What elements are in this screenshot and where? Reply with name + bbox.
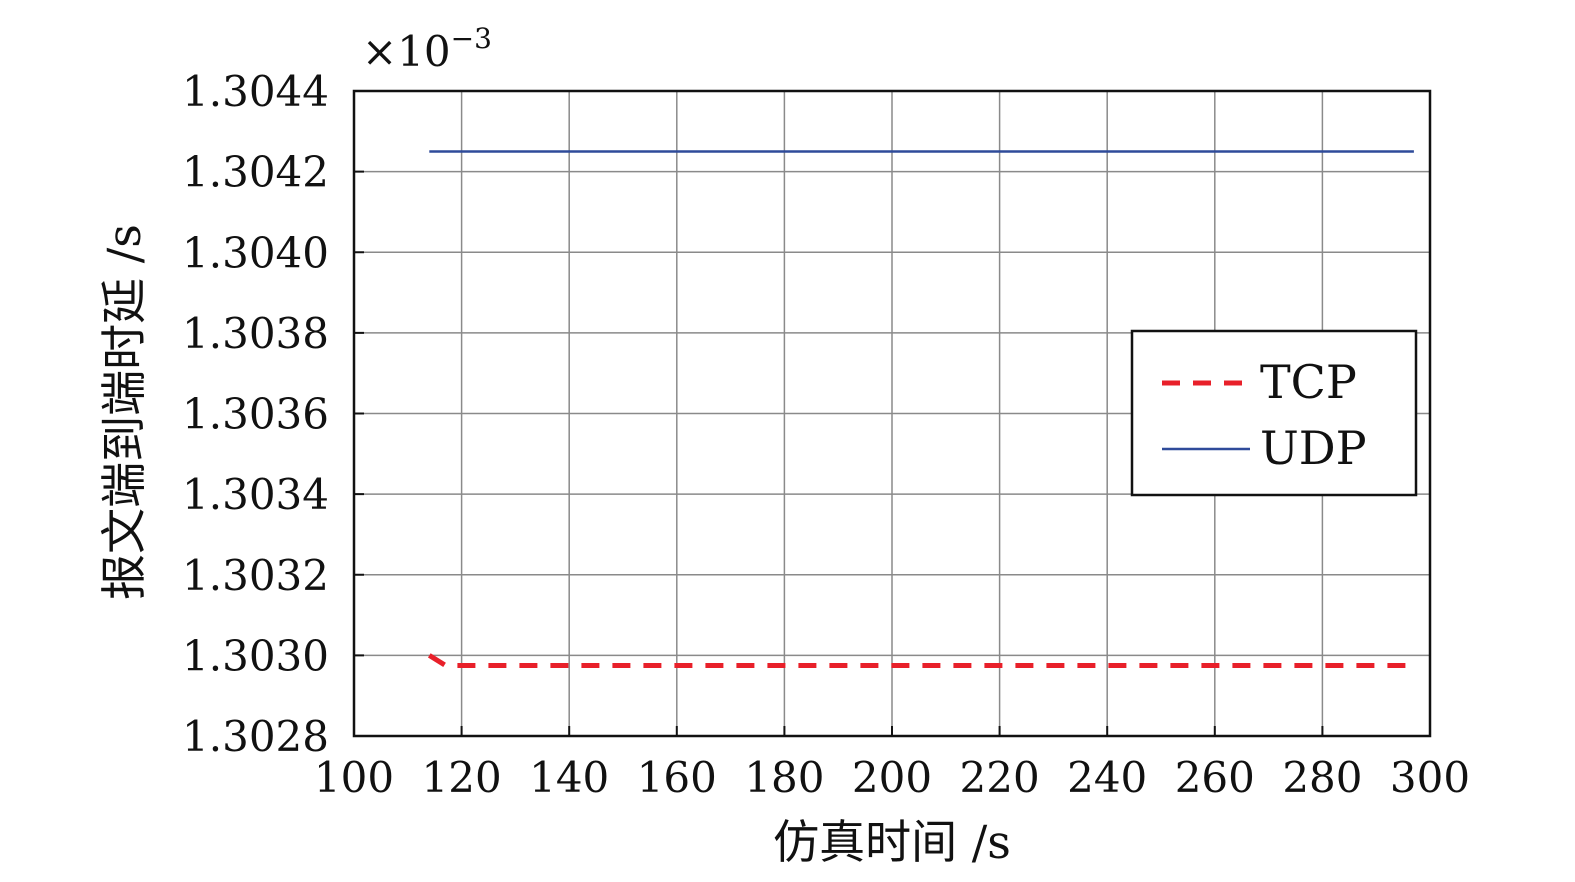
x-tick-label: 200 xyxy=(852,753,932,802)
series-line-tcp xyxy=(427,653,1414,668)
legend: TCP UDP xyxy=(1130,329,1418,497)
x-tick-label: 140 xyxy=(529,753,609,802)
axis-ticks xyxy=(353,90,1431,737)
x-tick-label: 120 xyxy=(422,753,502,802)
plot-series xyxy=(427,150,1414,668)
x-tick-label: 280 xyxy=(1282,753,1362,802)
x-tick-label: 160 xyxy=(637,753,717,802)
exponent-power: −3 xyxy=(451,22,492,55)
y-tick-label: 1.3044 xyxy=(182,67,329,116)
y-tick-label: 1.3030 xyxy=(182,631,329,680)
x-tick-label: 300 xyxy=(1390,753,1470,802)
y-tick-label: 1.3040 xyxy=(182,228,329,277)
y-tick-label: 1.3034 xyxy=(182,470,329,519)
legend-box xyxy=(1130,329,1418,497)
x-tick-label: 180 xyxy=(744,753,824,802)
y-tick-label: 1.3028 xyxy=(182,712,329,761)
y-tick-label: 1.3038 xyxy=(182,309,329,358)
x-tick-label: 100 xyxy=(314,753,394,802)
legend-label-tcp: TCP xyxy=(1260,355,1357,409)
y-axis-title: 报文端到端时延 /s xyxy=(97,224,151,600)
x-tick-label: 240 xyxy=(1067,753,1147,802)
y-axis-exponent: ×10−3 xyxy=(362,22,492,76)
legend-label-udp: UDP xyxy=(1260,421,1367,475)
y-tick-label: 1.3032 xyxy=(182,551,329,600)
x-axis-title: 仿真时间 /s xyxy=(773,815,1011,869)
y-tick-label: 1.3042 xyxy=(182,148,329,197)
x-tick-labels: 100 120 140 160 180 200 220 240 260 280 300 xyxy=(314,753,1470,802)
y-tick-labels: 1.3028 1.3030 1.3032 1.3034 1.3036 1.3038 1.30… xyxy=(182,67,329,761)
exponent-base: ×10 xyxy=(362,27,451,76)
x-tick-label: 260 xyxy=(1175,753,1255,802)
y-tick-label: 1.3036 xyxy=(182,390,329,439)
x-tick-label: 220 xyxy=(960,753,1040,802)
